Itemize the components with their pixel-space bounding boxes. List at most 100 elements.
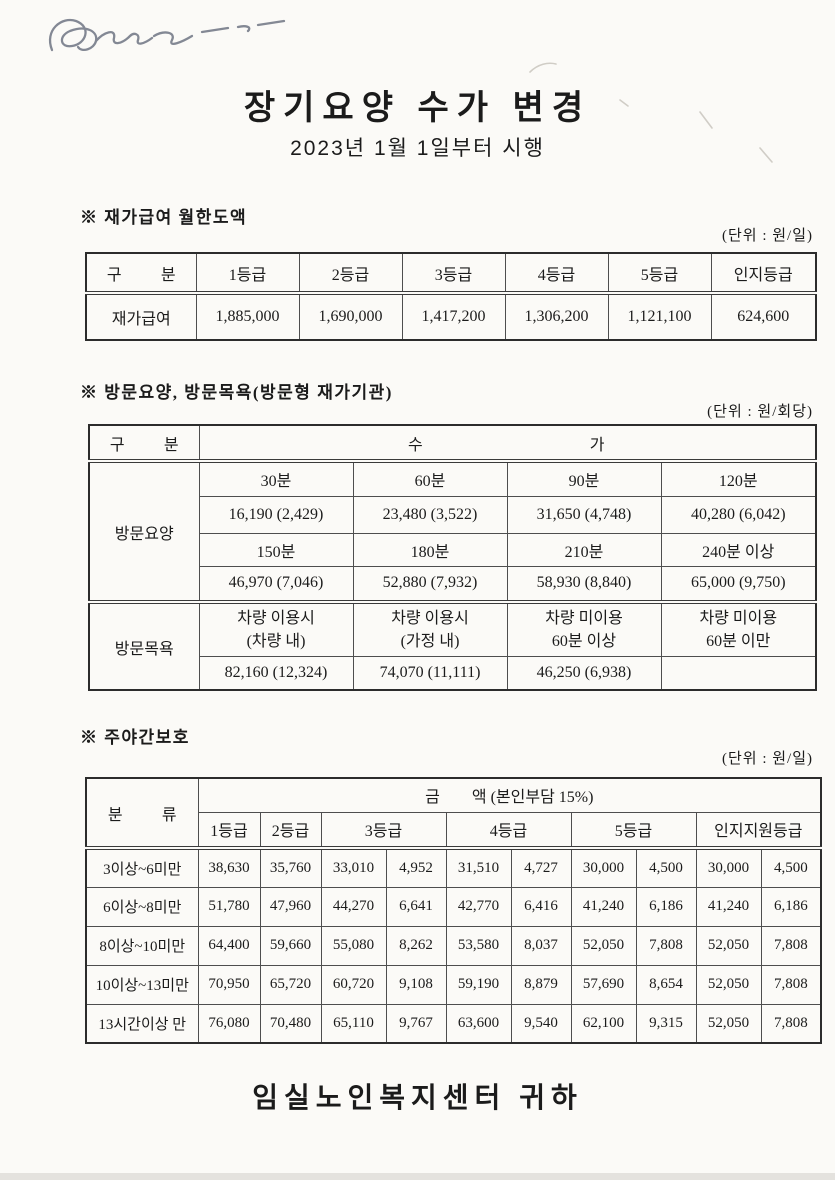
- bath-type-header: 차량 미이용 60분 이만: [660, 601, 817, 657]
- value-cell: 46,970 (7,046): [198, 565, 354, 604]
- row-label-visit-care: 방문요양: [88, 460, 200, 604]
- duration-header: 120분: [660, 460, 817, 497]
- bath-type-header: 차량 이용시 (가정 내): [352, 601, 508, 657]
- duration-header: 180분: [352, 532, 508, 567]
- value-cell: 65,110: [320, 1003, 387, 1044]
- value-cell: 40,280 (6,042): [660, 495, 817, 534]
- pen-scribble-mark: [49, 18, 286, 52]
- bath-type-header: 차량 이용시 (차량 내): [198, 601, 354, 657]
- duration-header: 150분: [198, 532, 354, 567]
- value-cell: 52,880 (7,932): [352, 565, 508, 604]
- page-title: 장기요양 수가 변경: [243, 90, 592, 127]
- table-row: 방문목욕 차량 이용시 (차량 내) 차량 이용시 (가정 내) 차량 미이용 …: [88, 601, 817, 691]
- section-heading-visit: ※ 방문요양, 방문목욕(방문형 재가기관): [80, 383, 393, 402]
- value-cell: 65,720: [259, 964, 322, 1005]
- column-header: 인지등급: [710, 252, 817, 295]
- row-label-visit-bath: 방문목욕: [88, 601, 200, 691]
- value-cell: 1,306,200: [504, 292, 609, 341]
- value-cell: 38,630: [197, 847, 261, 888]
- value-cell: 4,727: [510, 847, 572, 888]
- value-cell: 1,121,100: [607, 292, 712, 341]
- column-header: 3등급: [401, 252, 506, 295]
- value-cell: 41,240: [695, 886, 762, 927]
- column-header-fee: 수 가: [198, 424, 817, 463]
- grade-header: 인지지원등급: [695, 811, 822, 850]
- value-cell: 46,250 (6,938): [506, 655, 662, 691]
- duration-header: 90분: [506, 460, 662, 497]
- value-cell: 60,720: [320, 964, 387, 1005]
- value-cell: 7,808: [760, 925, 822, 966]
- duration-header: 240분 이상: [660, 532, 817, 567]
- value-cell: 47,960: [259, 886, 322, 927]
- column-header: 1등급: [195, 252, 300, 295]
- column-header: 2등급: [298, 252, 403, 295]
- value-cell: 6,641: [385, 886, 447, 927]
- table-row: 46,970 (7,046) 52,880 (7,932) 58,930 (8,…: [89, 565, 817, 604]
- value-cell: 6,186: [635, 886, 697, 927]
- value-cell: 62,100: [570, 1003, 637, 1044]
- grade-header: 5등급: [570, 811, 697, 850]
- value-cell: 8,654: [635, 964, 697, 1005]
- value-cell: 59,660: [259, 925, 322, 966]
- section-heading-daycare: ※ 주야간보호: [80, 728, 190, 747]
- duration-header: 60분: [352, 460, 508, 497]
- section-heading-home-benefit: ※ 재가급여 월한도액: [80, 208, 248, 227]
- unit-label-home-benefit: (단위 : 원/일): [721, 228, 813, 244]
- fee-header-char: 수: [408, 436, 425, 454]
- value-cell: 4,500: [635, 847, 697, 888]
- value-cell: 624,600: [710, 292, 817, 341]
- value-cell: 8,262: [385, 925, 447, 966]
- grade-header: 3등급: [320, 811, 447, 850]
- value-cell: 9,540: [510, 1003, 572, 1044]
- value-cell: 7,808: [760, 964, 822, 1005]
- value-cell: 7,808: [760, 1003, 822, 1044]
- column-header-class: 분 류: [85, 777, 199, 850]
- value-cell: 82,160 (12,324): [198, 655, 354, 691]
- value-cell: 52,050: [695, 964, 762, 1005]
- value-cell: 55,080: [320, 925, 387, 966]
- grade-header: 4등급: [445, 811, 572, 850]
- value-cell: 51,780: [197, 886, 261, 927]
- value-cell: 58,930 (8,840): [506, 565, 662, 604]
- grade-header: 1등급: [197, 811, 261, 850]
- grade-header: 2등급: [259, 811, 322, 850]
- row-label: 8이상~10미만: [85, 925, 199, 966]
- value-cell: 63,600: [445, 1003, 512, 1044]
- table-row: 82,160 (12,324) 74,070 (11,111) 46,250 (…: [89, 655, 817, 691]
- row-label: 재가급여: [85, 292, 197, 341]
- value-cell: 16,190 (2,429): [198, 495, 354, 534]
- value-cell: 70,950: [197, 964, 261, 1005]
- value-cell: 4,500: [760, 847, 822, 888]
- duration-header: 210분: [506, 532, 662, 567]
- value-cell: 31,510: [445, 847, 512, 888]
- value-cell: 1,417,200: [401, 292, 506, 341]
- value-cell: 64,400: [197, 925, 261, 966]
- table-row: 150분 180분 210분 240분 이상: [89, 532, 817, 567]
- value-cell: 23,480 (3,522): [352, 495, 508, 534]
- value-cell: 42,770: [445, 886, 512, 927]
- value-cell: 76,080: [197, 1003, 261, 1044]
- column-header: 구 분: [88, 424, 200, 463]
- column-header-amount: 금 액 (본인부담 15%): [197, 777, 822, 813]
- value-cell: 52,050: [695, 1003, 762, 1044]
- unit-label-visit: (단위 : 원/회당): [707, 404, 813, 420]
- row-label: 3이상~6미만: [85, 847, 199, 888]
- value-cell: 52,050: [695, 925, 762, 966]
- table-row: 방문요양 30분 60분 90분 120분: [88, 460, 817, 604]
- value-cell: 53,580: [445, 925, 512, 966]
- value-cell: 1,885,000: [195, 292, 300, 341]
- table-row: 3이상~6미만 38,630 35,760 33,010 4,952 31,51…: [85, 847, 822, 888]
- unit-label-daycare: (단위 : 원/일): [721, 751, 813, 767]
- table-row: 재가급여 1,885,000 1,690,000 1,417,200 1,306…: [85, 292, 817, 341]
- value-cell: 70,480: [259, 1003, 322, 1044]
- value-cell: 52,050: [570, 925, 637, 966]
- value-cell: 30,000: [570, 847, 637, 888]
- table-row: 13시간이상 만 76,080 70,480 65,110 9,767 63,6…: [85, 1003, 822, 1044]
- addressee-footer: 임실노인복지센터 귀하: [252, 1083, 583, 1114]
- value-cell-empty: [660, 655, 817, 691]
- value-cell: 35,760: [259, 847, 322, 888]
- value-cell: 41,240: [570, 886, 637, 927]
- table-row: 8이상~10미만 64,400 59,660 55,080 8,262 53,5…: [85, 925, 822, 966]
- daycare-table: 분 류 금 액 (본인부담 15%) 1등급 2등급 3등급 4등급 5등급 인…: [85, 777, 823, 1044]
